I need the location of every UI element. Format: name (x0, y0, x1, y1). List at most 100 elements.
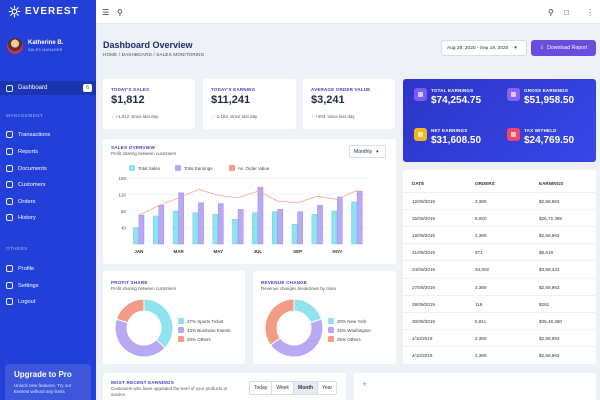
orders-cell: 2,369 (475, 233, 487, 239)
sidebar-item-settings[interactable]: Settings (6, 282, 39, 289)
brand-logo[interactable]: EVEREST (8, 5, 79, 18)
sidebar-item-customers[interactable]: Customers (6, 181, 46, 188)
date-range-picker[interactable]: Aug 28, 2020 - Sep 19, 2020 ▾ (441, 40, 527, 56)
column-header[interactable]: EARNINGS (539, 181, 564, 186)
table-row[interactable]: 30/09/2019 5,811 $35,48,360 (403, 311, 596, 329)
logout-icon (6, 298, 13, 305)
earnings-cell: $3,89,423 (539, 267, 560, 273)
download-icon: ⇩ (539, 45, 545, 51)
earnings-cell: $26,72,388 (539, 216, 562, 222)
bar-total-sales (252, 212, 258, 245)
upgrade-text: Unlock new features. Try out Everest wit… (14, 383, 72, 395)
sidebar-item-orders[interactable]: Orders (6, 198, 35, 205)
table-row[interactable]: 1/10/2019 2,369 $2,58,963 (403, 328, 596, 346)
legend-label: 43% Business Events (187, 327, 231, 333)
stat-card-average-order-value: AVERAGE ORDER VALUE $3,241 ↑ +203 since la… (303, 79, 395, 129)
kpi-label: TOTAL EARNINGS (431, 88, 474, 93)
sidebar-item-profile[interactable]: Profile (6, 265, 34, 272)
tab-year[interactable]: Year (322, 385, 333, 391)
donut-slice-washington (269, 318, 324, 358)
kpi-total-earnings: ▩ TOTAL EARNINGS $74,254.75 (414, 88, 481, 106)
donut-slice-others (264, 298, 295, 346)
table-row[interactable]: 28/09/2019 116 $281 (403, 294, 596, 312)
bell-icon[interactable]: ⚲ (548, 8, 554, 17)
sidebar-item-reports[interactable]: Reports (6, 148, 38, 155)
sidebar-item-documents[interactable]: Documents (6, 165, 47, 172)
bar-total-sales (172, 210, 179, 245)
stat-value: $11,241 (211, 94, 251, 106)
x-tick-label: MAR (173, 249, 184, 254)
revenue-change-donut (264, 298, 324, 358)
earnings-cell: $8,618 (539, 250, 554, 256)
y-tick-label: 80 (121, 209, 127, 214)
tab-week[interactable]: Week (272, 382, 295, 394)
period-select[interactable]: Monthly ▾ (349, 145, 386, 158)
kpi-value: $31,608.50 (431, 135, 482, 146)
chart-icon: ▩ (507, 128, 520, 141)
upgrade-card[interactable]: Upgrade to Pro Unlock new features. Try … (5, 364, 91, 400)
documents-icon (6, 165, 13, 172)
chart-icon: ▩ (414, 88, 427, 101)
earnings-table: DATE ORDERS EARNINGS 12/09/2019 2,369 $2,5… (403, 170, 596, 364)
sidebar-item-transactions[interactable]: Transactions (6, 131, 50, 138)
profile-name: Katherine B. (28, 40, 64, 46)
tab-month[interactable]: Month (294, 382, 319, 394)
message-icon[interactable]: □ (564, 8, 569, 17)
profit-share-card: PROFIT SHARE Profit sharing between cust… (103, 271, 245, 364)
plus-icon[interactable]: + (362, 379, 368, 389)
orders-icon (6, 198, 13, 205)
stat-period: since last day (230, 114, 258, 119)
legend-label: 45% Washington (337, 327, 371, 333)
x-tick-label: MAY (213, 249, 223, 254)
profile[interactable]: Katherine B. SALES MANAGER (7, 38, 63, 54)
kpi-net-earnings: ▩ NET EARNINGS $31,608.50 (414, 128, 481, 146)
more-icon[interactable]: ⋮ (586, 8, 594, 17)
upgrade-title: Upgrade to Pro (14, 370, 72, 379)
orders-cell: 34,902 (475, 267, 490, 273)
earnings-cell: $2,58,963 (539, 352, 560, 358)
x-tick-label: JUL (254, 249, 263, 254)
bar-total-earnings (198, 202, 204, 245)
stat-change-value: -1,163 (215, 114, 229, 119)
legend-item: 35% Others (328, 336, 361, 342)
table-row[interactable]: 27/09/2019 2,369 $2,58,963 (403, 277, 596, 295)
bar-total-earnings (317, 205, 323, 245)
table-row[interactable]: 12/09/2019 2,369 $2,58,963 (403, 192, 596, 209)
legend-item: 37% Sports Ticket (178, 318, 223, 324)
nav-section-others: OTHERS (6, 246, 28, 251)
settings-icon (6, 282, 13, 289)
sidebar: EVEREST Katherine B. SALES MANAGER Dashb… (0, 0, 96, 400)
column-header[interactable]: DATE (412, 181, 425, 186)
sidebar-item-label: Logout (18, 298, 36, 305)
sidebar-item-label: Orders (18, 198, 36, 205)
orders-cell: 2,369 (475, 199, 487, 204)
date-cell: 15/09/2019 (412, 216, 435, 222)
stat-change: ↓ -1,163 since last day (211, 114, 257, 119)
orders-cell: 671 (475, 250, 483, 256)
bar-total-earnings (356, 191, 363, 245)
sidebar-item-dashboard[interactable]: Dashboard 6 (0, 81, 96, 95)
tab-today[interactable]: Today (250, 382, 273, 394)
nav-section-management: MANAGEMENT (6, 113, 44, 118)
table-row[interactable]: 15/09/2019 8,920 $26,72,388 (403, 209, 596, 226)
bar-total-earnings (158, 205, 165, 245)
sidebar-item-history[interactable]: History (6, 214, 36, 221)
search-icon[interactable]: ⚲ (117, 8, 123, 17)
menu-icon[interactable]: ☰ (102, 8, 110, 17)
column-header[interactable]: ORDERS (475, 181, 495, 186)
bar-total-sales (152, 215, 159, 245)
sidebar-item-logout[interactable]: Logout (6, 298, 35, 305)
table-row[interactable]: 21/09/2019 671 $8,618 (403, 243, 596, 260)
stat-label: TODAY'S SALES (111, 87, 150, 92)
sidebar-item-label: Documents (18, 165, 47, 172)
table-row[interactable]: 18/09/2019 2,369 $2,58,963 (403, 226, 596, 243)
date-cell: 30/09/2019 (412, 318, 435, 324)
stat-card-todays-sales: TODAY'S SALES $1,812 ↑ +1,512 since last d… (103, 79, 195, 129)
download-report-button[interactable]: ⇩ Download Report (531, 40, 596, 56)
brand-name: EVEREST (25, 6, 79, 17)
arrow-up-icon: ↑ (311, 114, 314, 119)
earnings-cell: $2,58,963 (539, 199, 560, 204)
table-row[interactable]: 24/09/2019 34,902 $3,89,423 (403, 260, 596, 277)
profile-role: SALES MANAGER (28, 48, 63, 52)
table-row[interactable]: 4/10/2019 2,369 $2,58,963 (403, 345, 596, 363)
